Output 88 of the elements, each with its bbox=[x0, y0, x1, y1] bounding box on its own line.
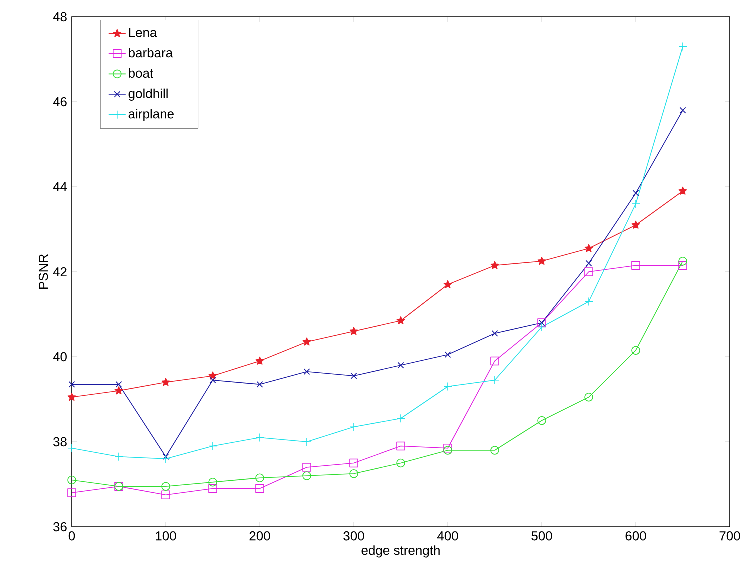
point bbox=[304, 368, 310, 376]
point bbox=[538, 416, 546, 426]
point bbox=[302, 338, 312, 346]
point bbox=[162, 378, 170, 386]
point bbox=[396, 442, 406, 451]
point bbox=[162, 454, 170, 464]
point bbox=[584, 392, 594, 402]
point bbox=[210, 377, 216, 384]
point bbox=[490, 446, 500, 455]
point bbox=[256, 356, 264, 365]
point bbox=[678, 261, 688, 270]
point bbox=[208, 478, 218, 487]
x-tick-label: 600 bbox=[626, 532, 646, 541]
point bbox=[538, 256, 546, 266]
point bbox=[208, 372, 218, 380]
legend-label: Lena bbox=[129, 28, 158, 38]
legend-label: barbara bbox=[129, 48, 174, 58]
point bbox=[444, 382, 452, 392]
point bbox=[396, 316, 406, 325]
x-axis-title: edge strength bbox=[362, 546, 440, 558]
point bbox=[302, 438, 312, 446]
point bbox=[444, 280, 452, 288]
point bbox=[396, 458, 406, 468]
point bbox=[162, 482, 170, 492]
y-axis-title: PSNR bbox=[38, 254, 48, 289]
point bbox=[350, 327, 358, 336]
y-tick-label: 36 bbox=[54, 522, 67, 532]
point bbox=[256, 484, 264, 494]
x-tick-label: 700 bbox=[720, 532, 740, 541]
point bbox=[68, 381, 76, 388]
point bbox=[490, 356, 500, 366]
point bbox=[68, 488, 76, 498]
point bbox=[302, 472, 312, 480]
point bbox=[584, 268, 594, 276]
point bbox=[678, 256, 688, 266]
y-tick-label: 38 bbox=[54, 437, 67, 447]
point bbox=[302, 463, 312, 472]
point bbox=[678, 186, 688, 195]
point bbox=[114, 452, 124, 462]
point bbox=[162, 454, 170, 460]
x-tick-label: 0 bbox=[68, 532, 76, 541]
point bbox=[680, 107, 686, 114]
x-tick-label: 200 bbox=[250, 532, 270, 541]
y-tick-label: 42 bbox=[53, 267, 67, 277]
legend-label: boat bbox=[129, 68, 154, 78]
point bbox=[350, 458, 358, 468]
point bbox=[114, 386, 124, 395]
x-tick-label: 500 bbox=[532, 532, 552, 541]
point bbox=[398, 362, 404, 369]
point bbox=[584, 297, 594, 306]
point bbox=[116, 381, 122, 388]
point bbox=[68, 392, 76, 402]
y-tick-label: 40 bbox=[53, 352, 67, 362]
point bbox=[208, 484, 218, 494]
point bbox=[162, 490, 170, 500]
y-tick-label: 48 bbox=[53, 12, 67, 22]
point bbox=[350, 372, 358, 380]
x-tick-label: 400 bbox=[437, 532, 458, 541]
point bbox=[586, 260, 592, 267]
x-tick-label: 100 bbox=[156, 532, 176, 541]
point bbox=[256, 433, 264, 442]
point bbox=[632, 190, 640, 197]
point bbox=[396, 414, 406, 424]
point bbox=[632, 220, 640, 229]
x-tick-label: 300 bbox=[344, 532, 364, 541]
point bbox=[632, 346, 640, 356]
point bbox=[350, 469, 358, 478]
point bbox=[68, 476, 76, 485]
legend-label: airplane bbox=[128, 109, 174, 122]
point bbox=[490, 376, 500, 385]
point bbox=[492, 330, 498, 337]
point bbox=[350, 422, 358, 432]
point bbox=[538, 322, 546, 332]
point bbox=[444, 352, 452, 358]
y-tick-label: 44 bbox=[53, 182, 68, 192]
point bbox=[68, 444, 76, 453]
y-tick-label: 46 bbox=[53, 97, 67, 107]
point bbox=[256, 381, 264, 388]
point bbox=[490, 261, 500, 270]
legend-label: goldhill bbox=[128, 88, 168, 101]
point bbox=[444, 446, 452, 455]
point bbox=[632, 200, 640, 208]
point bbox=[256, 474, 264, 483]
point bbox=[632, 261, 640, 270]
point bbox=[678, 42, 688, 52]
point bbox=[208, 442, 218, 451]
point bbox=[444, 444, 452, 453]
point bbox=[584, 244, 594, 252]
